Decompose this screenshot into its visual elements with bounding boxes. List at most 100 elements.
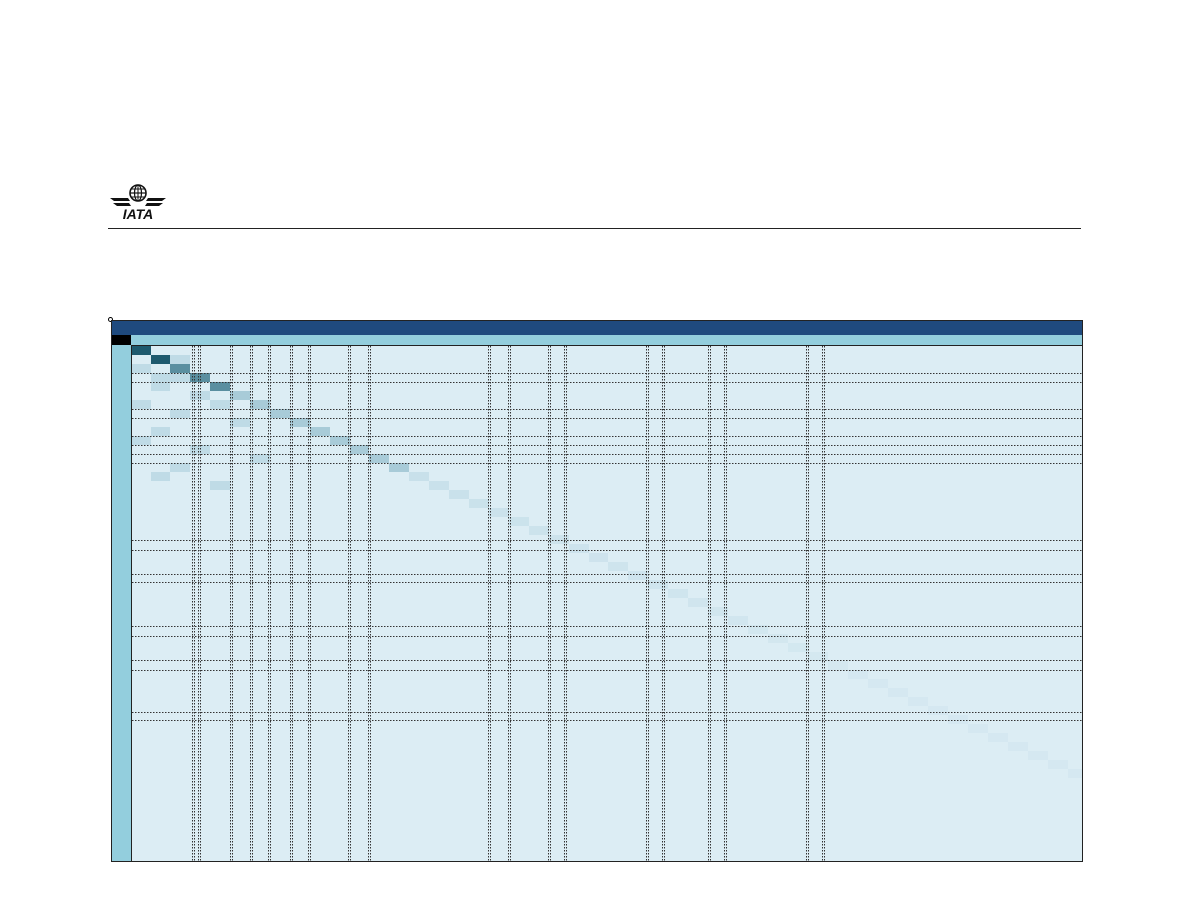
column-separator (664, 346, 665, 861)
column-separator (230, 346, 231, 861)
row-separator (132, 463, 1082, 464)
column-separator (646, 346, 647, 861)
column-separator (566, 346, 567, 861)
matrix-cell (170, 373, 190, 382)
diagonal-cell (569, 544, 589, 553)
selection-handle[interactable] (108, 317, 113, 322)
row-separator (132, 636, 1082, 637)
diagonal-cell (1048, 760, 1068, 769)
row-separator (132, 540, 1082, 541)
matrix-cell (132, 436, 151, 445)
column-separator (488, 346, 489, 861)
diagonal-cell (210, 382, 230, 391)
row-separator (132, 574, 1082, 575)
column-separator (710, 346, 711, 861)
iata-logo: IATA (108, 182, 168, 222)
heatmap-matrix (111, 320, 1083, 862)
diagonal-cell (1068, 769, 1082, 778)
column-separator (292, 346, 293, 861)
row-separator (132, 660, 1082, 661)
column-separator (708, 346, 709, 861)
diagonal-cell (708, 607, 728, 616)
diagonal-cell (608, 562, 628, 571)
diagonal-cell (688, 598, 708, 607)
column-separator (824, 346, 825, 861)
diagonal-cell (509, 517, 529, 526)
row-separator (132, 454, 1082, 455)
row-separator (132, 550, 1082, 551)
matrix-cell (151, 382, 170, 391)
column-separator (252, 346, 253, 861)
column-separator (350, 346, 351, 861)
diagonal-cell (469, 499, 489, 508)
diagonal-cell (489, 508, 509, 517)
column-separator (290, 346, 291, 861)
diagonal-cell (868, 679, 888, 688)
diagonal-cell (908, 697, 928, 706)
diagonal-cell (330, 436, 350, 445)
row-separator (132, 626, 1082, 627)
diagonal-cell (948, 715, 968, 724)
row-separator (132, 409, 1082, 410)
diagonal-cell (132, 346, 151, 355)
diagonal-cell (788, 643, 808, 652)
diagonal-cell (968, 724, 988, 733)
diagonal-cell (529, 526, 549, 535)
column-separator (268, 346, 269, 861)
column-separator (310, 346, 311, 861)
matrix-cell (170, 409, 190, 418)
column-separator (270, 346, 271, 861)
row-separator (132, 436, 1082, 437)
diagonal-cell (589, 553, 608, 562)
matrix-grid (132, 345, 1082, 861)
diagonal-cell (230, 391, 250, 400)
diagonal-cell (728, 616, 748, 625)
matrix-cell (151, 427, 170, 436)
column-separator (368, 346, 369, 861)
diagonal-cell (549, 535, 569, 544)
diagonal-cell (668, 589, 688, 598)
diagonal-cell (1008, 742, 1028, 751)
column-separator (808, 346, 809, 861)
diagonal-cell (928, 706, 948, 715)
column-separator (308, 346, 309, 861)
column-separator (510, 346, 511, 861)
diagonal-cell (828, 661, 848, 670)
row-separator (132, 670, 1082, 671)
diagonal-cell (151, 355, 170, 364)
column-separator (232, 346, 233, 861)
diagonal-cell (768, 634, 788, 643)
matrix-cell (170, 463, 190, 472)
column-separator (550, 346, 551, 861)
matrix-corner-cell (112, 335, 131, 345)
diagonal-cell (988, 733, 1008, 742)
diagonal-cell (1028, 751, 1048, 760)
row-separator (132, 418, 1082, 419)
diagonal-cell (270, 409, 290, 418)
matrix-cell (132, 400, 151, 409)
diagonal-cell (628, 571, 648, 580)
row-separator (132, 445, 1082, 446)
diagonal-cell (369, 454, 389, 463)
matrix-cell (151, 373, 170, 382)
matrix-cell (210, 400, 230, 409)
diagonal-cell (170, 364, 190, 373)
diagonal-cell (449, 490, 469, 499)
matrix-header-bar (112, 321, 1082, 335)
diagonal-cell (848, 670, 868, 679)
matrix-cell (151, 472, 170, 481)
matrix-subheader-bar (112, 335, 1082, 345)
column-separator (726, 346, 727, 861)
column-separator (564, 346, 565, 861)
column-separator (548, 346, 549, 861)
row-separator (132, 373, 1082, 374)
column-separator (250, 346, 251, 861)
row-separator (132, 720, 1082, 721)
matrix-row-header-bar (112, 345, 132, 861)
diagonal-cell (429, 481, 449, 490)
column-separator (822, 346, 823, 861)
row-separator (132, 382, 1082, 383)
matrix-cell (250, 454, 270, 463)
column-separator (508, 346, 509, 861)
column-separator (806, 346, 807, 861)
